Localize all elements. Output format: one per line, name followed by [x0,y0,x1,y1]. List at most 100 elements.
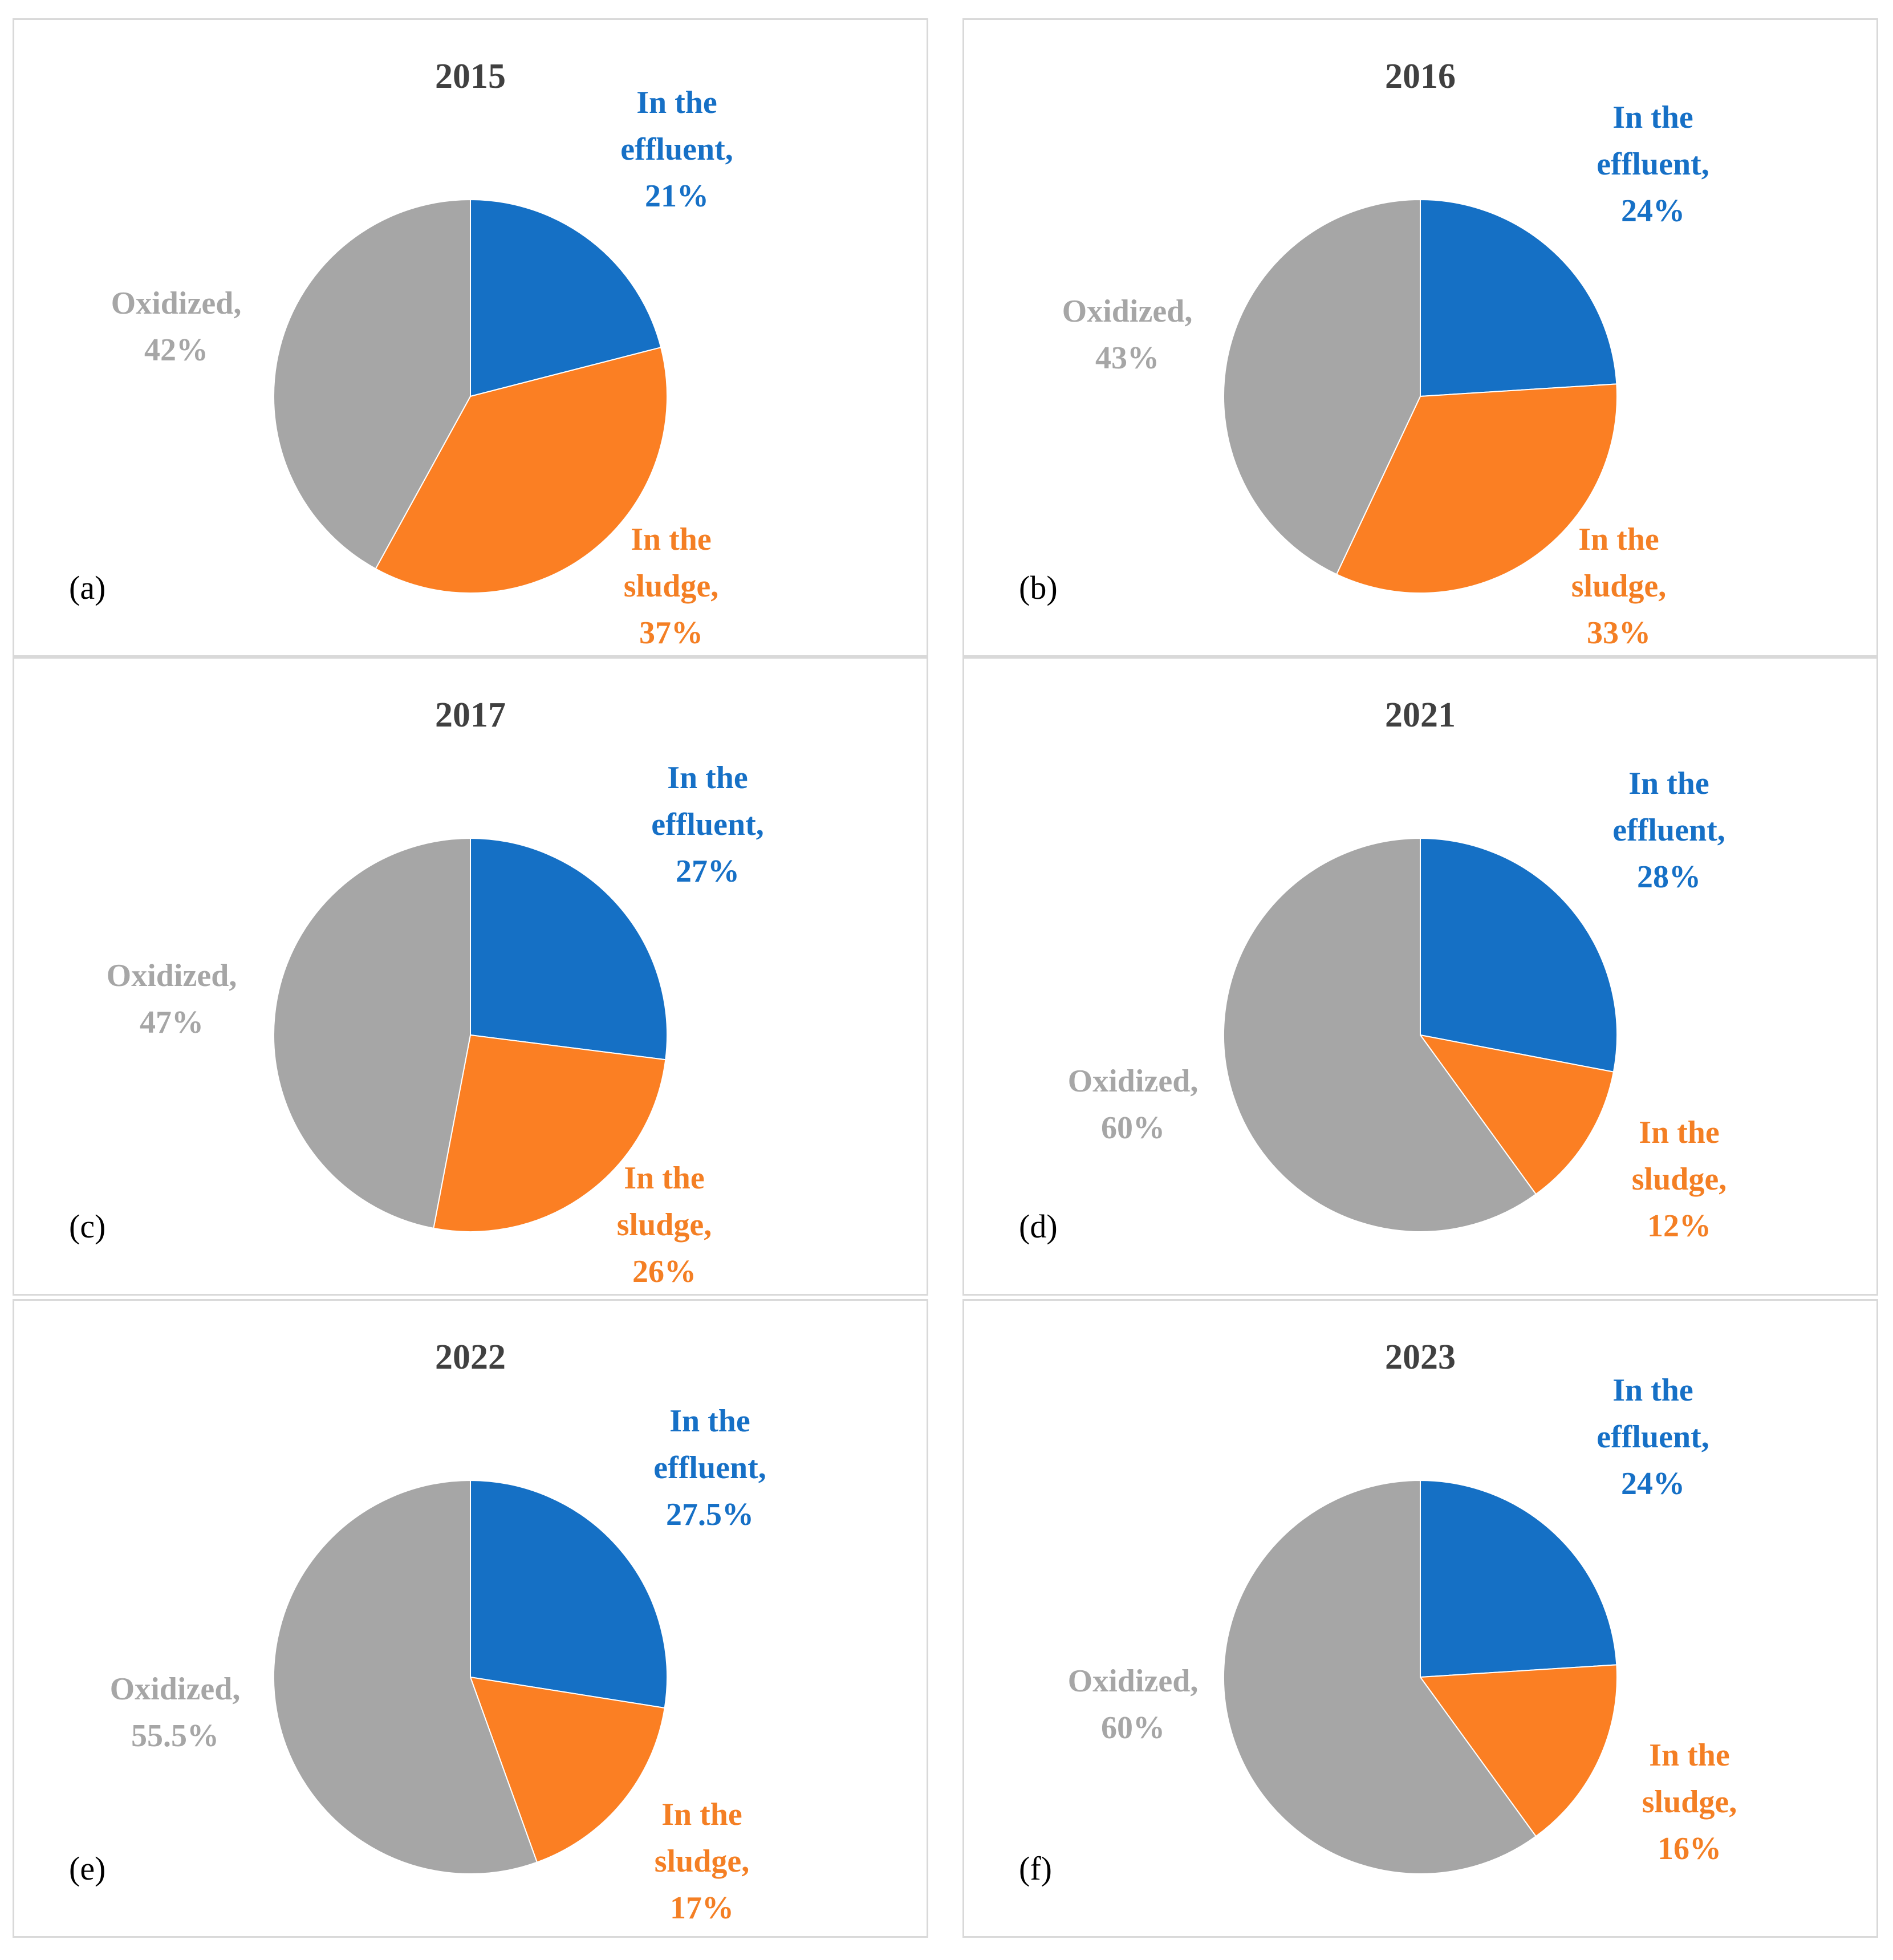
chart-title: 2016 [1385,57,1456,96]
oxidized-value-label: 47% [140,1005,204,1040]
sludge-value-label: 17% [670,1890,734,1926]
chart-title: 2023 [1385,1338,1456,1377]
pie-slice-oxidized [1223,198,1421,575]
pie-slice-oxidized [273,837,471,1229]
effluent-label-line2: effluent, [1597,147,1709,182]
chart-title: 2017 [435,696,506,735]
panel-letter: (a) [69,569,106,606]
effluent-label-line2: effluent, [1612,813,1725,848]
sludge-label-line1: In the [624,1160,705,1196]
chart-panel-e: 2022 In the effluent, 27.5% In the sludg… [13,1299,928,1938]
effluent-label: In the effluent, 28% [1543,760,1794,900]
oxidized-label-line: Oxidized, [1067,1663,1199,1699]
chart-panel-a: 2015 In the effluent, 21% In the sludge,… [13,18,928,657]
chart-panel-b: 2016 In the effluent, 24% In the sludge,… [962,18,1878,657]
pie-slice-oxidized [273,1479,538,1874]
panel-letter: (d) [1019,1208,1058,1245]
effluent-label-line1: In the [1612,1373,1693,1408]
pie-slice-sludge [1419,1664,1618,1837]
pie-svg [1223,198,1618,594]
effluent-label-line1: In the [1612,100,1693,135]
pie-slice-sludge [375,346,668,594]
sludge-label-line2: sludge, [1631,1162,1727,1197]
chart-title: 2015 [435,57,506,96]
pie-slice-sludge [433,1034,667,1232]
pie-svg [1223,837,1618,1232]
sludge-label-line2: sludge, [654,1844,750,1879]
sludge-label-line2: sludge, [1571,569,1667,604]
oxidized-label: Oxidized, 60% [1008,1058,1258,1151]
effluent-label-line1: In the [1628,766,1709,801]
oxidized-label-line: Oxidized, [109,1671,241,1707]
oxidized-label: Oxidized, 60% [1008,1658,1258,1751]
panel-letter: (f) [1019,1850,1052,1887]
oxidized-value-label: 55.5% [131,1718,219,1754]
sludge-label-line1: In the [661,1797,742,1832]
oxidized-label: Oxidized, 43% [1002,288,1253,382]
effluent-label-line1: In the [636,85,717,120]
effluent-label-line1: In the [669,1403,750,1439]
pie-slice-effluent [1420,1479,1618,1678]
sludge-label-line1: In the [1639,1115,1720,1150]
oxidized-label: Oxidized, 42% [51,280,302,374]
pie-slice-oxidized [273,198,471,570]
oxidized-value-label: 43% [1095,340,1159,376]
effluent-value-label: 27% [676,854,740,889]
pie-slice-sludge [469,1676,665,1863]
panel-letter: (c) [69,1208,106,1245]
effluent-label: In the effluent, 21% [551,79,802,220]
sludge-label-line1: In the [631,522,712,557]
sludge-label: In the sludge, 12% [1554,1109,1805,1249]
sludge-label: In the sludge, 17% [576,1791,827,1931]
oxidized-label-line: Oxidized, [1067,1064,1199,1099]
effluent-label-line2: effluent, [653,1450,766,1486]
sludge-label-line1: In the [1649,1738,1730,1773]
pie-svg [273,837,668,1232]
effluent-value-label: 24% [1621,1466,1685,1502]
effluent-label-line1: In the [667,760,748,796]
panel-letter: (e) [69,1850,106,1887]
chart-title: 2021 [1385,696,1456,735]
pie-slice-sludge [1335,383,1618,594]
pie-slice-effluent [470,1479,668,1709]
sludge-value-label: 16% [1658,1831,1721,1866]
effluent-label-line2: effluent, [620,132,733,167]
effluent-label: In the effluent, 27.5% [584,1398,835,1538]
sludge-value-label: 33% [1587,615,1651,651]
sludge-label: In the sludge, 33% [1493,516,1744,656]
sludge-label-line2: sludge, [623,569,719,604]
pie-slice-effluent [470,198,662,397]
sludge-label-line2: sludge, [616,1207,712,1243]
sludge-value-label: 12% [1647,1208,1711,1244]
pie-svg [273,1479,668,1874]
sludge-label-line2: sludge, [1642,1784,1737,1820]
pie-slice-effluent [1420,198,1618,397]
effluent-label-line2: effluent, [1597,1419,1709,1455]
sludge-value-label: 37% [639,615,703,651]
effluent-label-line2: effluent, [651,807,764,842]
sludge-label: In the sludge, 37% [546,516,797,656]
panel-letter: (b) [1019,569,1058,606]
effluent-label: In the effluent, 27% [582,754,833,895]
pie-svg [273,198,668,594]
effluent-value-label: 27.5% [666,1497,754,1532]
oxidized-label-line: Oxidized, [106,958,237,993]
chart-panel-c: 2017 In the effluent, 27% In the sludge,… [13,657,928,1296]
chart-title: 2022 [435,1338,506,1377]
oxidized-value-label: 42% [144,332,208,368]
pie-slice-effluent [470,837,668,1061]
pie-slice-oxidized [1223,837,1537,1232]
sludge-label-line1: In the [1578,522,1659,557]
sludge-value-label: 26% [632,1254,696,1289]
oxidized-label: Oxidized, 55.5% [50,1666,300,1759]
effluent-label: In the effluent, 24% [1528,1367,1778,1507]
pie-slice-oxidized [1223,1479,1537,1874]
oxidized-value-label: 60% [1101,1710,1165,1746]
oxidized-label-line: Oxidized, [111,286,242,321]
oxidized-label-line: Oxidized, [1062,294,1193,329]
sludge-label: In the sludge, 16% [1564,1732,1815,1872]
pie-slice-effluent [1420,837,1618,1073]
effluent-value-label: 21% [645,178,709,214]
sludge-label: In the sludge, 26% [539,1155,790,1295]
oxidized-label: Oxidized, 47% [46,952,297,1046]
